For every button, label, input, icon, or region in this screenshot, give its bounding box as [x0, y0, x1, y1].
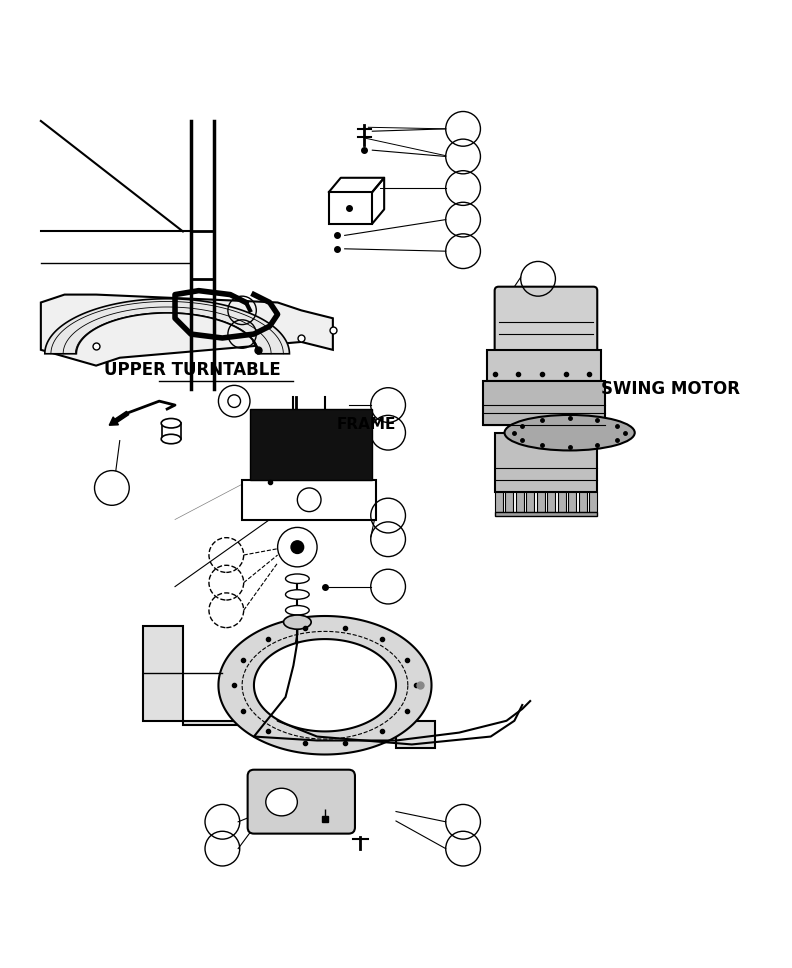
Ellipse shape [285, 574, 309, 584]
FancyBboxPatch shape [495, 287, 597, 353]
Bar [495, 433, 597, 492]
Bar [579, 492, 587, 512]
Text: UPPER TURNTABLE: UPPER TURNTABLE [104, 360, 280, 378]
Bar [162, 423, 181, 439]
Polygon shape [219, 616, 432, 754]
Bar [495, 492, 503, 512]
Ellipse shape [162, 435, 181, 443]
Ellipse shape [266, 788, 297, 816]
Bar [589, 492, 597, 512]
FancyBboxPatch shape [248, 770, 355, 833]
Polygon shape [41, 294, 333, 366]
Bar [558, 492, 565, 512]
Bar [537, 492, 545, 512]
Bar [569, 492, 577, 512]
Circle shape [291, 541, 303, 554]
Text: FRAME: FRAME [337, 417, 396, 433]
Polygon shape [329, 192, 372, 224]
Text: SWING MOTOR: SWING MOTOR [601, 380, 741, 398]
Polygon shape [45, 299, 289, 353]
Bar [505, 492, 513, 512]
FancyArrow shape [109, 411, 129, 425]
Bar [516, 492, 524, 512]
Ellipse shape [285, 606, 309, 615]
Ellipse shape [505, 415, 634, 450]
Ellipse shape [162, 418, 181, 428]
Ellipse shape [285, 590, 309, 599]
Bar [526, 492, 534, 512]
Bar [483, 381, 605, 425]
Bar [487, 349, 601, 381]
Bar [250, 409, 372, 480]
Bar [495, 512, 597, 516]
Ellipse shape [284, 615, 311, 629]
Polygon shape [143, 626, 436, 748]
Polygon shape [254, 639, 396, 732]
Bar [242, 480, 376, 520]
Bar [547, 492, 555, 512]
